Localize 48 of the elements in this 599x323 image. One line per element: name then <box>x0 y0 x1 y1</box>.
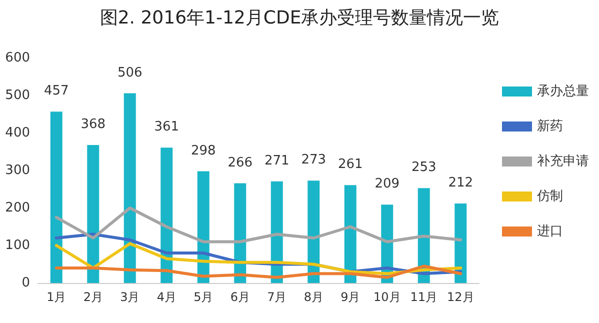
data-label: 361 <box>154 120 180 135</box>
legend-label: 仿制 <box>536 189 563 204</box>
line-series <box>54 264 462 279</box>
x-tick-label: 2月 <box>83 290 103 304</box>
y-tick-label: 300 <box>5 163 30 178</box>
x-tick-label: 6月 <box>230 290 250 304</box>
data-label: 261 <box>338 157 363 172</box>
x-tick-label: 11月 <box>410 290 438 304</box>
data-label: 209 <box>374 176 400 192</box>
bar <box>454 204 467 283</box>
legend-label: 承办总量 <box>537 84 589 99</box>
line-series <box>54 206 462 244</box>
data-label: 506 <box>117 65 142 80</box>
x-tick-label: 5月 <box>194 290 214 304</box>
y-tick-label: 0 <box>22 276 30 290</box>
x-tick-label: 10月 <box>373 290 401 304</box>
line-series <box>54 242 462 276</box>
legend-label: 进口 <box>537 224 563 239</box>
chart-title: 图2. 2016年1-12月CDE承办受理号数量情况一览 <box>100 8 500 28</box>
x-tick-label: 9月 <box>340 290 360 304</box>
data-label: 273 <box>301 152 326 168</box>
bar <box>124 93 136 283</box>
legend-label: 新药 <box>537 119 563 134</box>
x-tick-label: 3月 <box>120 290 140 304</box>
data-label: 298 <box>190 143 216 158</box>
y-tick-label: 400 <box>5 126 30 140</box>
bar <box>308 180 320 283</box>
data-label: 212 <box>448 176 474 190</box>
bar <box>160 148 173 283</box>
x-tick-label: 8月 <box>304 290 324 304</box>
x-tick-label: 4月 <box>156 290 176 304</box>
bar <box>234 183 246 283</box>
x-tick-label: 12月 <box>446 290 474 304</box>
bar <box>344 185 356 283</box>
bar <box>87 145 100 283</box>
data-label: 368 <box>80 117 106 132</box>
y-tick-label: 500 <box>5 88 30 103</box>
x-tick-label: 1月 <box>46 290 66 304</box>
legend-label: 补充申请 <box>537 154 589 169</box>
data-label: 266 <box>228 155 253 170</box>
data-label: 457 <box>44 84 69 99</box>
y-tick-label: 600 <box>5 50 30 66</box>
y-tick-label: 200 <box>5 200 30 216</box>
data-label: 253 <box>411 160 436 176</box>
x-tick-label: 7月 <box>267 290 287 304</box>
y-tick-label: 100 <box>5 238 30 253</box>
data-label: 271 <box>264 153 290 168</box>
bar <box>50 112 62 283</box>
